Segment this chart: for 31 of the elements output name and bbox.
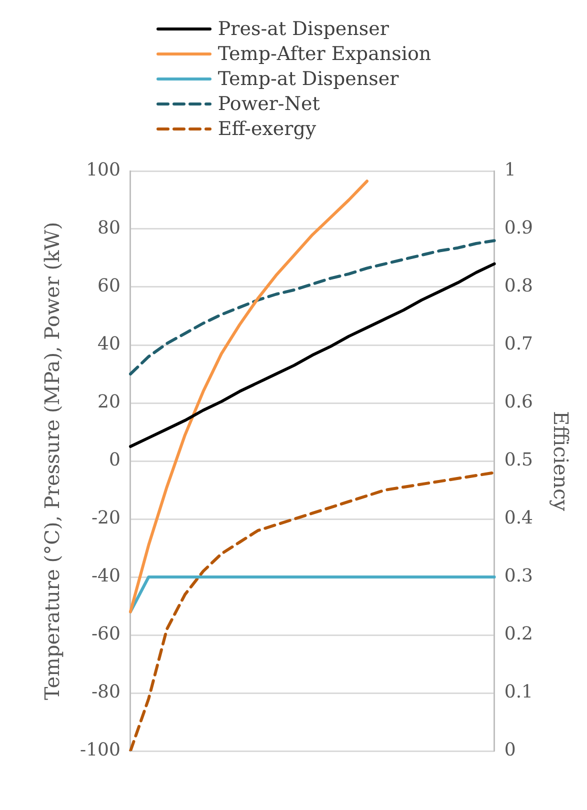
y-axis-title: Temperature (°C), Pressure (MPa), Power (kW) [40,222,64,700]
y-tick-label: -100 [80,740,120,761]
y2-tick-label: 0.1 [504,682,534,703]
y2-tick-label: 0.3 [504,566,534,587]
legend-label: Eff-exergy [218,118,316,140]
y2-tick-label: 0.2 [504,624,534,645]
y-tick-label: 0 [108,450,120,471]
y2-tick-label: 0.7 [504,334,534,355]
y-tick-label: 100 [86,160,120,181]
legend-label: Temp-After Expansion [218,42,432,64]
y2-tick-label: 0.4 [504,508,534,529]
line-series [128,471,496,751]
y-tick-label: -80 [91,682,120,703]
legend-label: Power-Net [218,92,320,114]
y-tick-label: -20 [91,508,120,529]
y-tick-label: 20 [98,392,120,413]
y-tick-label: 60 [98,276,120,297]
y2-tick-label: 0.9 [504,218,534,239]
legend-label: Temp-at Dispenser [218,68,399,90]
y2-tick-label: 0.5 [504,450,534,471]
y-tick-label: -40 [91,566,120,587]
y2-tick-label: 1 [504,160,516,181]
y-tick-label: 80 [98,218,120,239]
y2-tick-label: 0 [504,740,516,761]
legend-label: Pres-at Dispenser [218,18,389,40]
y2-axis-title: Efficiency [548,410,573,512]
y2-tick-label: 0.8 [504,276,534,297]
line-series [128,239,496,376]
y-tick-label: 40 [98,334,120,355]
y2-tick-label: 0.6 [504,392,534,413]
y-tick-label: -60 [91,624,120,645]
